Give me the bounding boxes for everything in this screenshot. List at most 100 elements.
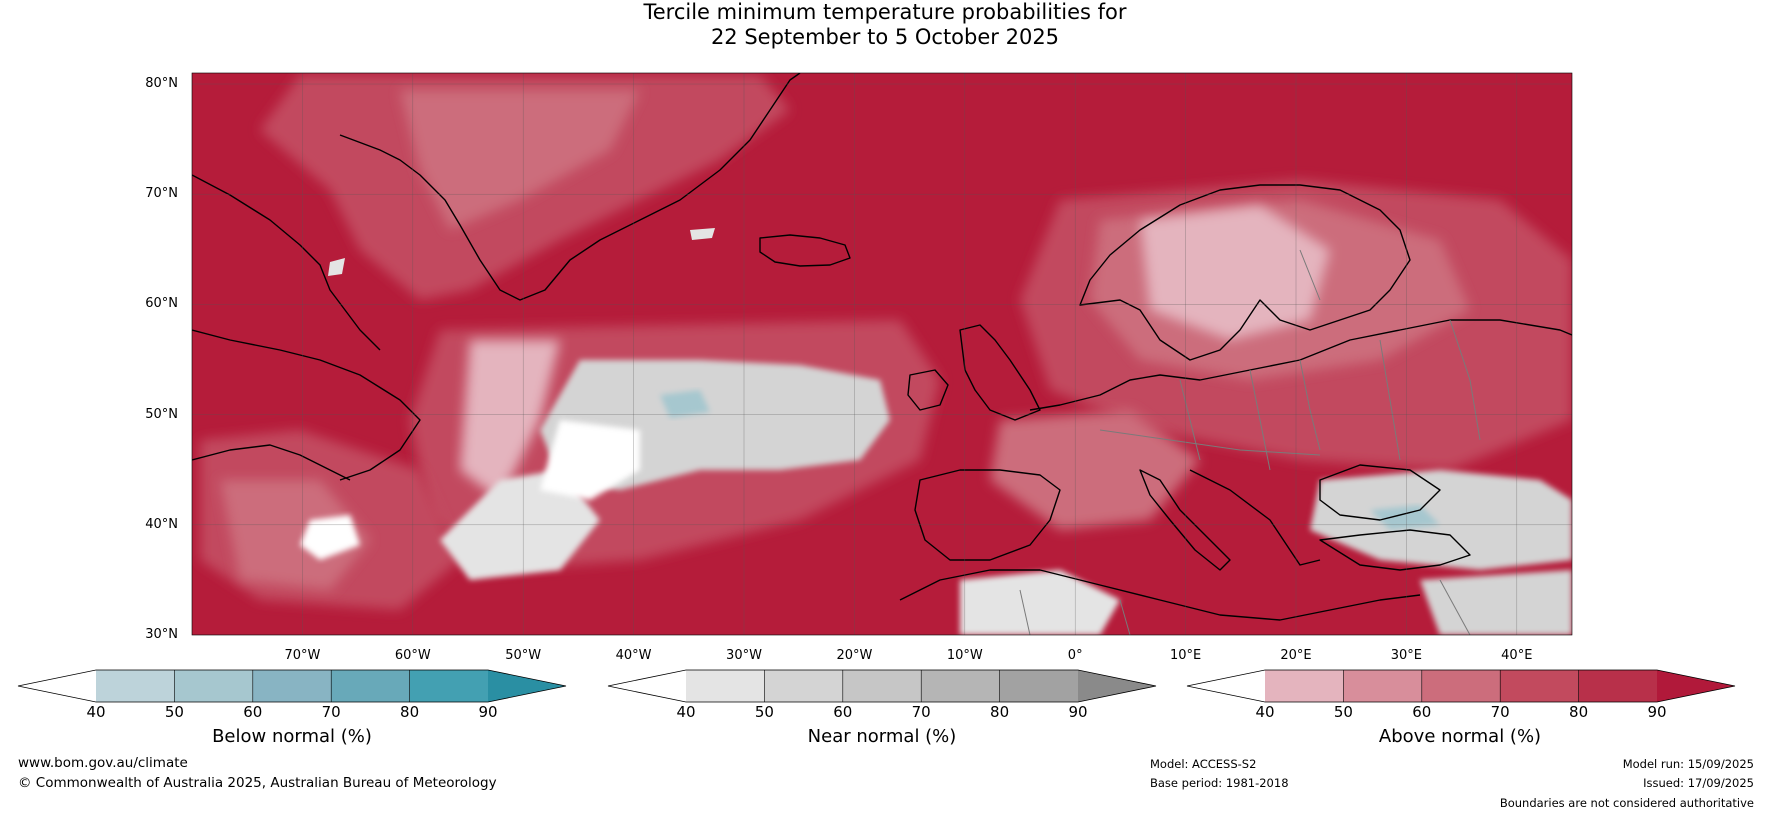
above-70-region bbox=[400, 90, 640, 230]
colorbar-label-below: Below normal (%) bbox=[212, 726, 372, 747]
iberia-coast bbox=[914, 469, 1061, 561]
colorbar-tick-label: 90 bbox=[1647, 703, 1667, 721]
colorbar-outline bbox=[607, 669, 1157, 703]
colorbar-segment bbox=[1500, 670, 1579, 702]
colorbar-tick-label: 70 bbox=[321, 703, 341, 721]
colorbar-segment bbox=[1265, 670, 1344, 702]
colorbar-outline bbox=[17, 669, 567, 703]
border-line bbox=[1299, 359, 1321, 451]
graticule bbox=[192, 73, 1572, 635]
longitude-tick-label: 40°W bbox=[615, 648, 652, 663]
british-isles-coast bbox=[959, 324, 1041, 421]
below-normal-region bbox=[660, 390, 710, 418]
colorbar-tick-label: 80 bbox=[990, 703, 1010, 721]
colorbar-segment bbox=[764, 670, 843, 702]
latitude-tick-label: 30°N bbox=[145, 627, 178, 642]
colorbar-segment bbox=[1421, 670, 1501, 702]
longitude-tick-label: 10°E bbox=[1169, 648, 1202, 663]
colorbar-extend-high bbox=[1078, 670, 1156, 702]
longitude-tick-label: 70°W bbox=[284, 648, 321, 663]
near-normal-region bbox=[540, 420, 640, 500]
longitude-tick-label: 50°W bbox=[505, 648, 542, 663]
colorbar-extend-low bbox=[18, 670, 96, 702]
copyright-text: © Commonwealth of Australia 2025, Austra… bbox=[18, 775, 497, 791]
model-run-text: Model run: 15/09/2025 bbox=[1622, 757, 1754, 771]
above-70-region bbox=[220, 480, 370, 590]
near-normal-region bbox=[1420, 570, 1572, 635]
colorbar-segment bbox=[686, 670, 765, 702]
longitude-tick-label: 20°E bbox=[1280, 648, 1312, 663]
colorbar-tick-label: 70 bbox=[1490, 703, 1510, 721]
colorbar-segment bbox=[842, 670, 922, 702]
map-frame bbox=[191, 72, 1573, 636]
colorbar-label-above: Above normal (%) bbox=[1378, 726, 1542, 747]
below-normal-region bbox=[1370, 505, 1440, 530]
border-line bbox=[1449, 319, 1481, 441]
title-line-1: Tercile minimum temperature probabilitie… bbox=[643, 0, 1127, 24]
colorbar-segment bbox=[252, 670, 332, 702]
colorbar-segment bbox=[921, 670, 1000, 702]
colorbar-tick-label: 60 bbox=[833, 703, 853, 721]
colorbar-tick-label: 50 bbox=[1333, 703, 1353, 721]
colorbar-tick-label: 50 bbox=[164, 703, 184, 721]
colorbar-outline bbox=[1186, 669, 1736, 703]
colorbar-segment bbox=[96, 670, 175, 702]
website-link[interactable]: www.bom.gov.au/climate bbox=[18, 755, 188, 771]
longitude-tick-label: 0° bbox=[1067, 648, 1083, 663]
colorbar-tick-label: 70 bbox=[911, 703, 931, 721]
colorbar-tick-label: 60 bbox=[1412, 703, 1432, 721]
country-borders bbox=[1019, 249, 1481, 635]
border-line bbox=[1019, 589, 1031, 635]
longitude-tick-label: 30°E bbox=[1390, 648, 1423, 663]
colorbar-tick-label: 80 bbox=[400, 703, 420, 721]
colorbar-segment bbox=[409, 670, 488, 702]
scandinavia-coast bbox=[1079, 184, 1411, 361]
border-line bbox=[1299, 249, 1321, 301]
colorbar-tick-label: 90 bbox=[478, 703, 498, 721]
border-line bbox=[1119, 599, 1131, 635]
latitude-tick-label: 40°N bbox=[145, 516, 178, 532]
colorbar-extend-high bbox=[488, 670, 566, 702]
ireland-coast bbox=[907, 369, 949, 411]
latitude-tick-label: 60°N bbox=[145, 296, 178, 312]
border-line bbox=[1179, 379, 1201, 461]
greenland-coast bbox=[339, 73, 801, 301]
longitude-tick-label: 20°W bbox=[836, 648, 873, 663]
latitude-tick-label: 70°N bbox=[145, 186, 178, 202]
baffin-coast bbox=[192, 174, 381, 351]
longitude-tick-label: 60°W bbox=[394, 648, 431, 663]
near-normal-region bbox=[1310, 470, 1572, 570]
colorbars bbox=[17, 669, 1736, 703]
colorbar-tick-label: 40 bbox=[86, 703, 106, 721]
colorbar-extend-high bbox=[1657, 670, 1735, 702]
colorbar-tick-label: 90 bbox=[1068, 703, 1088, 721]
colorbar-tick-label: 60 bbox=[243, 703, 263, 721]
colorbar-tick-label: 50 bbox=[754, 703, 774, 721]
colorbar-extend-low bbox=[608, 670, 686, 702]
colorbar-segment bbox=[999, 670, 1078, 702]
colorbar-0 bbox=[17, 669, 567, 703]
colorbar-tick-label: 40 bbox=[1255, 703, 1275, 721]
north-africa-coast bbox=[899, 569, 1421, 621]
colorbar-label-near: Near normal (%) bbox=[807, 726, 957, 747]
balkans-coast bbox=[1189, 469, 1321, 566]
colorbar-segment bbox=[174, 670, 253, 702]
longitude-tick-label: 40°E bbox=[1501, 648, 1533, 663]
border-line bbox=[1439, 579, 1471, 635]
above-50-region bbox=[460, 340, 560, 500]
coastlines bbox=[192, 73, 1572, 621]
map-title: Tercile minimum temperature probabilitie… bbox=[0, 0, 1770, 50]
title-line-2: 22 September to 5 October 2025 bbox=[710, 25, 1060, 49]
border-line bbox=[1379, 339, 1401, 461]
disclaimer-text: Boundaries are not considered authoritat… bbox=[1499, 796, 1754, 810]
border-line bbox=[1099, 429, 1321, 456]
iceland-coast bbox=[759, 234, 851, 267]
europe-coast bbox=[1029, 319, 1572, 411]
black-sea-coast bbox=[1319, 464, 1441, 521]
latitude-tick-label: 80°N bbox=[145, 76, 178, 92]
turkey-coast bbox=[1319, 529, 1471, 571]
border-line bbox=[1249, 369, 1271, 471]
north-america-east-coast bbox=[192, 444, 351, 481]
probability-fields bbox=[200, 75, 1572, 635]
